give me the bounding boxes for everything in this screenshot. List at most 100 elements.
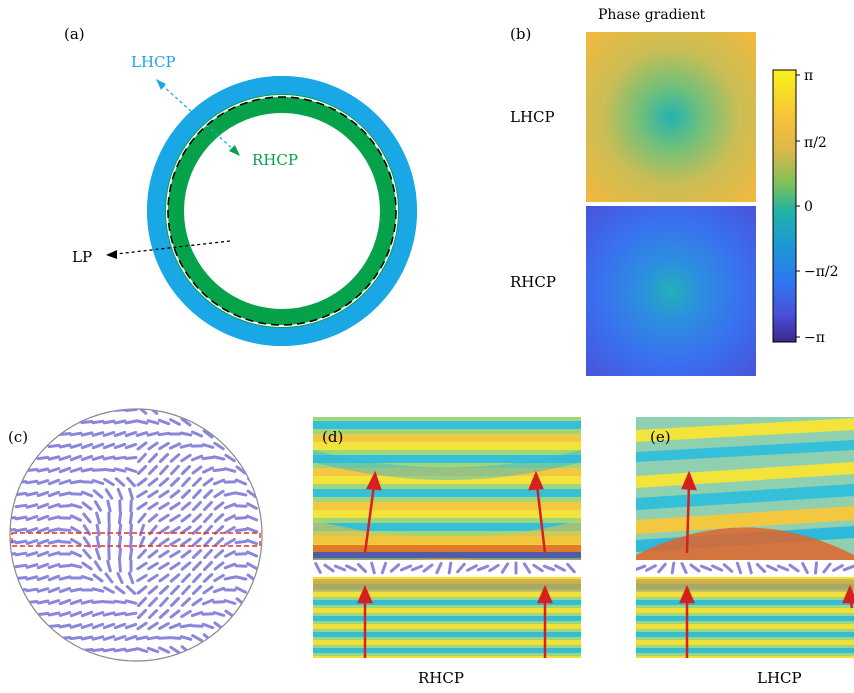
meta-atom xyxy=(14,503,28,509)
rhcp-label: RHCP xyxy=(252,151,298,169)
lp-arrowhead-icon xyxy=(106,250,117,259)
meta-atom xyxy=(69,443,83,449)
meta-atom xyxy=(47,574,61,582)
meta-atom xyxy=(47,599,61,605)
meta-atom xyxy=(158,573,170,583)
meta-atom xyxy=(788,563,800,573)
meta-atom xyxy=(137,596,147,608)
colorbar-tick-pi: π xyxy=(804,68,813,84)
meta-atom xyxy=(224,526,236,534)
meta-atom xyxy=(91,419,105,425)
meta-atom xyxy=(832,564,844,572)
meta-atom xyxy=(245,514,259,522)
meta-atom xyxy=(113,622,127,630)
meta-atom xyxy=(81,501,93,511)
meta-atom xyxy=(157,418,171,426)
meta-atom xyxy=(202,573,214,583)
meta-atom xyxy=(69,587,83,593)
meta-atom xyxy=(169,477,181,487)
meta-atom xyxy=(191,513,203,523)
arrows-d xyxy=(357,470,553,658)
meta-atom xyxy=(213,549,225,559)
meta-atom xyxy=(822,562,832,574)
meta-atom xyxy=(36,550,50,558)
lhcp-label: LHCP xyxy=(131,53,176,71)
meta-atom xyxy=(14,515,28,521)
meta-atom xyxy=(168,442,182,450)
meta-atom xyxy=(47,455,61,461)
meta-atom xyxy=(58,623,72,629)
meta-atom xyxy=(69,503,83,509)
meta-atom xyxy=(113,430,127,438)
meta-atom xyxy=(158,525,170,535)
meta-atom xyxy=(212,600,226,604)
meta-atom xyxy=(80,431,94,437)
meta-atom xyxy=(488,563,500,573)
meta-atom xyxy=(10,516,17,520)
meta-atom xyxy=(146,431,160,437)
meta-atom xyxy=(202,489,214,499)
colorbar-tick-zero: 0 xyxy=(804,199,813,215)
meta-atom xyxy=(80,442,94,450)
meta-atom xyxy=(92,573,104,583)
meta-atom xyxy=(158,622,170,630)
row-label-rhcp: RHCP xyxy=(510,273,556,291)
meta-atom xyxy=(102,467,116,473)
meta-atom xyxy=(136,477,148,487)
meta-atom xyxy=(14,551,28,557)
meta-atom xyxy=(203,536,213,548)
meta-atom xyxy=(91,455,105,461)
panel-c: (c) xyxy=(8,408,263,662)
meta-atom xyxy=(169,418,181,426)
meta-atom xyxy=(117,511,123,525)
meta-atom xyxy=(201,622,215,630)
meta-atom xyxy=(747,561,753,575)
meta-atom xyxy=(158,549,170,559)
meta-atom xyxy=(36,526,50,534)
meta-atom xyxy=(80,490,94,498)
meta-atom xyxy=(224,514,236,522)
meta-atom xyxy=(422,563,434,573)
meta-atom xyxy=(36,611,50,617)
meta-atom xyxy=(104,572,114,584)
meta-atom xyxy=(58,611,72,617)
meta-atom xyxy=(36,587,50,593)
meta-atom xyxy=(14,563,28,569)
meta-atom xyxy=(124,430,138,438)
meta-atom xyxy=(58,455,72,461)
meta-atom xyxy=(36,562,50,570)
meta-atom xyxy=(245,526,259,534)
meta-atom xyxy=(147,513,159,523)
meta-atom xyxy=(645,564,657,572)
meta-atom xyxy=(114,585,126,595)
meta-atom xyxy=(47,490,61,498)
lhcp-arrowhead-icon xyxy=(156,79,166,90)
meta-atom xyxy=(158,585,170,595)
meta-atom xyxy=(212,478,226,486)
meta-atom xyxy=(212,611,226,617)
meta-atom xyxy=(168,622,182,630)
meta-atom xyxy=(82,548,92,560)
meta-atom xyxy=(102,442,116,450)
meta-atom xyxy=(235,465,247,475)
meta-atom xyxy=(91,611,105,617)
meta-atom xyxy=(113,442,127,450)
meta-atom xyxy=(36,574,50,582)
meta-atom xyxy=(234,564,248,568)
meta-atom xyxy=(234,491,248,497)
meta-atom xyxy=(212,455,226,461)
meta-atom xyxy=(47,611,61,617)
meta-atom xyxy=(148,464,158,476)
meta-atom xyxy=(14,539,28,545)
meta-atom xyxy=(25,575,39,581)
meta-atom xyxy=(58,443,72,449)
meta-atom xyxy=(128,487,134,501)
meta-atom xyxy=(776,564,790,572)
meta-atom xyxy=(147,549,159,559)
meta-atom xyxy=(159,464,169,476)
meta-atom xyxy=(147,585,159,595)
meta-atom xyxy=(148,609,158,619)
meta-atom xyxy=(169,645,181,655)
meta-atom xyxy=(47,586,61,594)
